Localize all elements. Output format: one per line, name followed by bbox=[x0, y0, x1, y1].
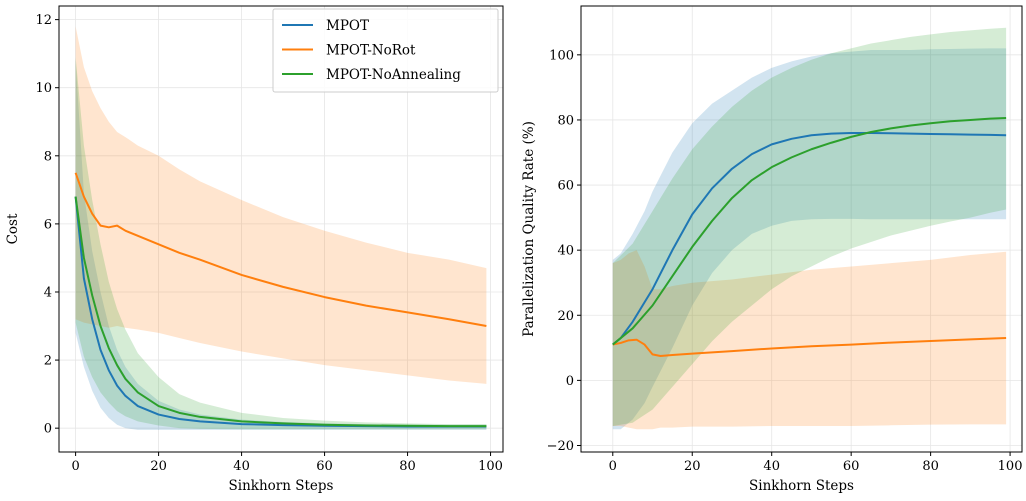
y-axis-label: Parallelization Quality Rate (%) bbox=[521, 121, 537, 337]
x-tick-label: 100 bbox=[478, 459, 503, 474]
series-line-mpot-noannealing bbox=[74, 196, 487, 428]
series-line-mpot-noannealing bbox=[612, 116, 1007, 346]
series-line-mpot-norot bbox=[612, 337, 1007, 357]
band-mpot bbox=[75, 60, 487, 430]
y-tick-label: 2 bbox=[44, 354, 52, 369]
x-tick-label: 100 bbox=[998, 459, 1023, 474]
legend: MPOT MPOT-NoRot MPOT-NoAnnealing bbox=[272, 8, 499, 93]
band-mpot-noannealing bbox=[75, 57, 487, 430]
x-tick-label: 40 bbox=[763, 459, 780, 474]
x-axis-label: Sinkhorn Steps bbox=[229, 478, 334, 494]
y-tick-label: 100 bbox=[549, 48, 574, 63]
y-tick-label: 40 bbox=[557, 244, 574, 259]
legend-box bbox=[272, 8, 499, 93]
y-tick-label: 4 bbox=[44, 285, 52, 300]
x-axis-label: Sinkhorn Steps bbox=[749, 478, 854, 494]
x-tick-label: 80 bbox=[399, 459, 416, 474]
x-tick-label: 20 bbox=[150, 459, 167, 474]
y-tick-label: 80 bbox=[557, 113, 574, 128]
x-tick-label: 40 bbox=[233, 459, 250, 474]
band-mpot bbox=[612, 48, 1007, 430]
y-tick-label: 12 bbox=[35, 13, 52, 28]
y-tick-label: 20 bbox=[557, 309, 574, 324]
axes-frame bbox=[58, 5, 504, 453]
y-tick-label: −20 bbox=[547, 439, 574, 454]
x-tick-label: 0 bbox=[609, 459, 617, 474]
band-mpot-noannealing bbox=[612, 27, 1007, 426]
series-line-mpot-norot bbox=[74, 172, 487, 328]
x-tick-label: 80 bbox=[922, 459, 939, 474]
x-tick-label: 60 bbox=[316, 459, 333, 474]
y-tick-label: 6 bbox=[44, 217, 52, 232]
band-mpot-norot bbox=[75, 26, 487, 384]
series-line-mpot bbox=[612, 131, 1007, 346]
cost-plot: 0 20 40 60 80 100 0 2 4 6 8 10 12 Sinkhorn Steps Cost M… bbox=[5, 5, 504, 494]
legend-label-mpot-noannealing: MPOT-NoAnnealing bbox=[326, 67, 461, 83]
x-tick-label: 60 bbox=[843, 459, 860, 474]
y-tick-label: 0 bbox=[44, 422, 52, 437]
x-tick-label: 20 bbox=[684, 459, 701, 474]
y-axis-label: Cost bbox=[5, 213, 21, 244]
legend-label-mpot: MPOT bbox=[326, 18, 369, 34]
y-tick-label: 8 bbox=[44, 149, 52, 164]
parallelization-quality-plot: 0 20 40 60 80 100 −20 0 20 40 60 80 100 Sinkhorn Step… bbox=[521, 5, 1023, 494]
band-mpot-norot bbox=[612, 250, 1007, 430]
axes-frame bbox=[580, 5, 1023, 453]
y-tick-label: 60 bbox=[557, 179, 574, 194]
y-tick-label: 10 bbox=[35, 81, 52, 96]
x-tick-label: 0 bbox=[71, 459, 79, 474]
legend-label-mpot-norot: MPOT-NoRot bbox=[326, 43, 416, 59]
y-tick-label: 0 bbox=[566, 374, 574, 389]
